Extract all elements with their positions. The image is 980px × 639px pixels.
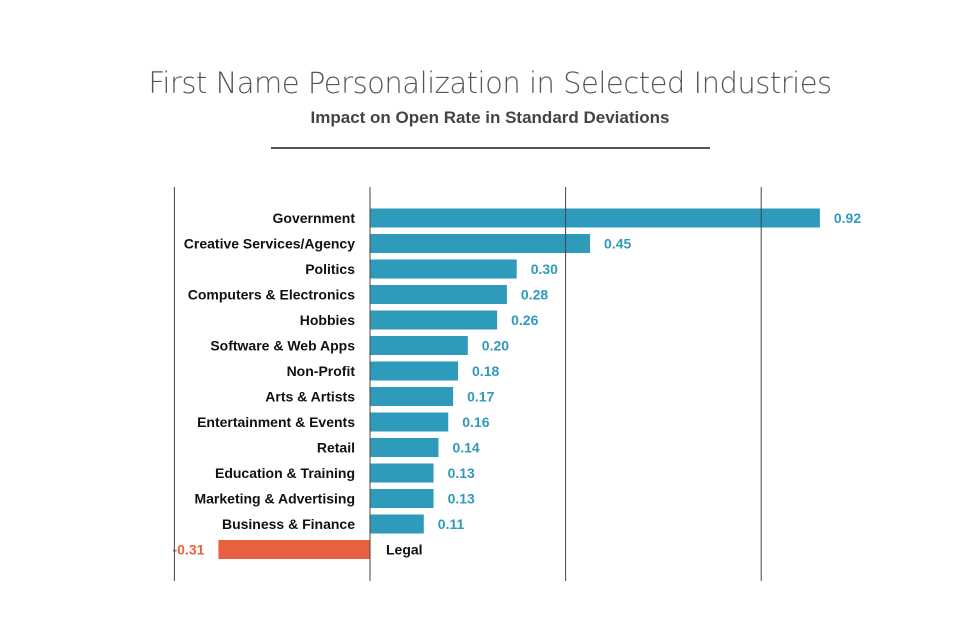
bar <box>370 489 434 508</box>
category-label: Retail <box>317 440 355 456</box>
value-label: 0.13 <box>448 491 475 507</box>
title-divider <box>271 147 710 149</box>
category-label: Government <box>273 210 356 226</box>
value-label: 0.16 <box>462 414 489 430</box>
value-label: 0.26 <box>511 312 538 328</box>
value-label: 0.18 <box>472 363 499 379</box>
category-label: Business & Finance <box>222 516 355 532</box>
value-label: 0.14 <box>452 440 479 456</box>
category-label: Hobbies <box>300 312 355 328</box>
chart-subtitle: Impact on Open Rate in Standard Deviatio… <box>310 108 670 127</box>
category-label: Entertainment & Events <box>197 414 355 430</box>
bar <box>370 208 820 228</box>
bar <box>370 514 424 534</box>
bar <box>370 463 434 483</box>
bar <box>370 361 459 381</box>
value-label: 0.20 <box>482 338 509 354</box>
bar <box>218 540 370 559</box>
bar <box>370 259 517 279</box>
category-label: Non-Profit <box>287 363 356 379</box>
value-label: 0.92 <box>834 210 861 226</box>
value-label: -0.31 <box>172 542 204 558</box>
bar <box>370 285 507 304</box>
category-label: Software & Web Apps <box>210 338 355 354</box>
category-label: Legal <box>386 542 423 558</box>
value-label: 0.11 <box>438 516 465 532</box>
bar <box>370 234 591 253</box>
value-label: 0.28 <box>521 287 548 303</box>
category-label: Education & Training <box>215 465 355 481</box>
value-label: 0.30 <box>531 261 558 277</box>
category-label: Politics <box>305 261 355 277</box>
value-label: 0.17 <box>467 389 494 405</box>
category-label: Creative Services/Agency <box>184 236 355 252</box>
category-label: Marketing & Advertising <box>194 491 355 507</box>
bar <box>370 336 468 355</box>
bar <box>370 412 449 432</box>
bar <box>370 438 439 457</box>
chart-title: First Name Personalization in Selected I… <box>148 66 832 100</box>
value-label: 0.13 <box>448 465 475 481</box>
bar <box>370 387 454 406</box>
bar <box>370 310 498 330</box>
value-label: 0.45 <box>604 236 631 252</box>
category-label: Computers & Electronics <box>188 287 355 303</box>
category-label: Arts & Artists <box>265 389 355 405</box>
